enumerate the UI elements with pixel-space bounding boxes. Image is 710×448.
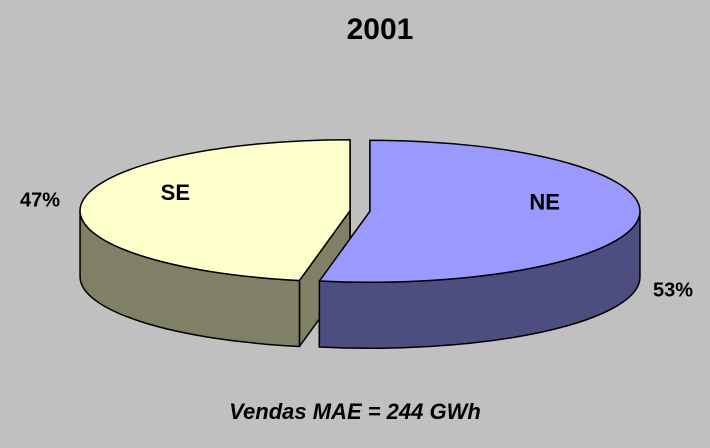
value-label: 53% xyxy=(653,279,693,301)
slice xyxy=(79,138,351,282)
value-label: 47% xyxy=(20,189,60,211)
annotation: Vendas MAE = 244 GWh xyxy=(229,399,481,424)
slice xyxy=(318,139,641,284)
category-label: SE xyxy=(161,180,190,205)
category-label: NE xyxy=(529,189,560,214)
chart-title: 2001 xyxy=(347,13,414,46)
